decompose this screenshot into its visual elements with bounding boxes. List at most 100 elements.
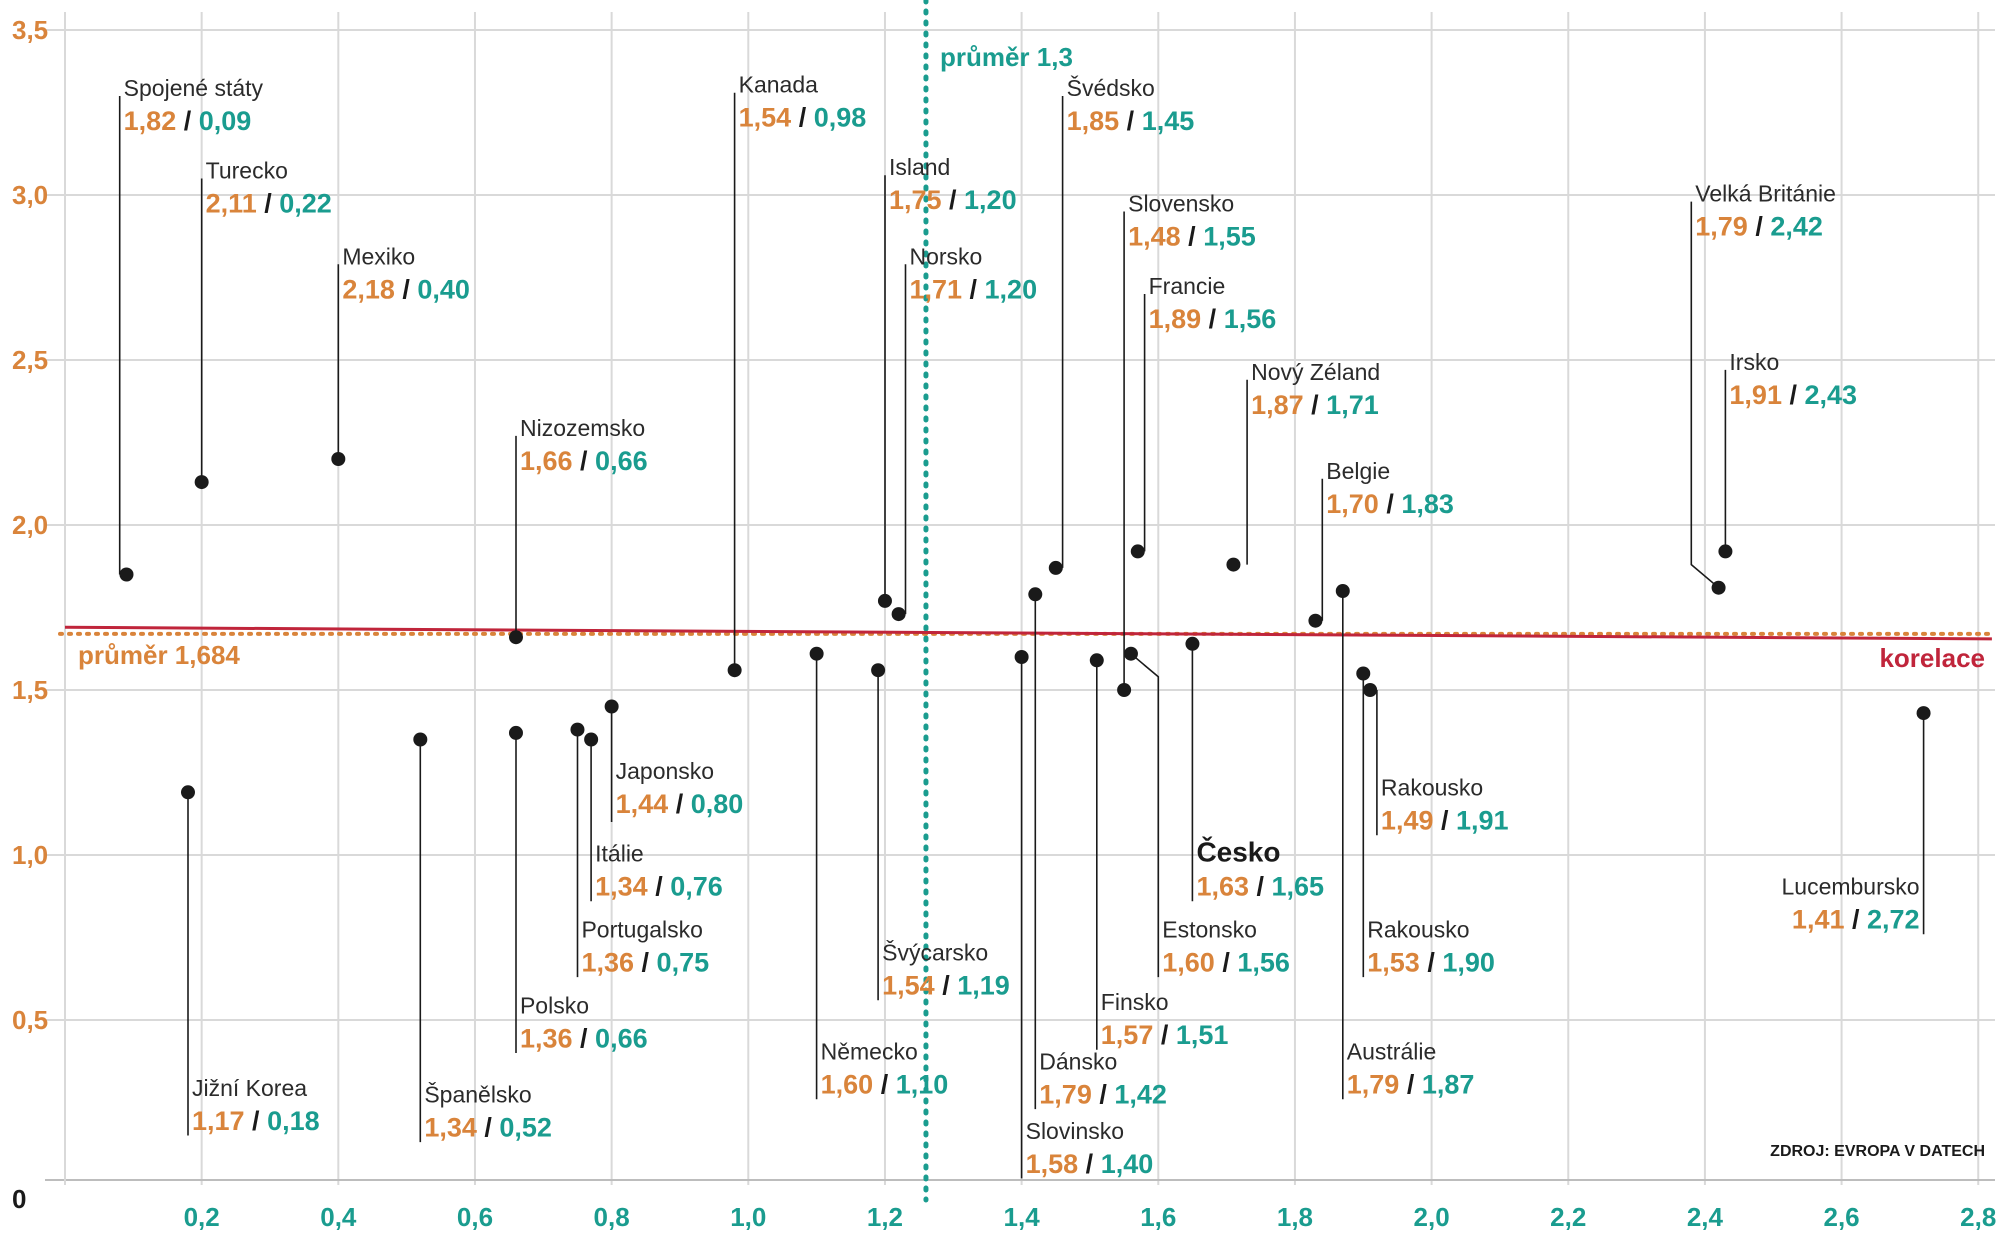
- value-separator: /: [245, 1106, 268, 1136]
- x-mean-label: průměr 1,3: [940, 42, 1073, 72]
- x-value-portugalsko: 0,75: [657, 948, 710, 978]
- value-label-jizni-korea: 1,17 / 0,18: [192, 1106, 320, 1136]
- data-point-turecko: [194, 475, 209, 490]
- y-value-francie: 1,89: [1149, 304, 1202, 334]
- y-mean-label: průměr 1,684: [78, 640, 240, 670]
- y-value-turecko: 2,11: [206, 189, 257, 219]
- value-separator: /: [1153, 1020, 1176, 1050]
- y-tick-label: 0,5: [12, 1005, 48, 1035]
- data-point-jizni-korea: [180, 785, 195, 800]
- x-value-rakousko: 1,90: [1442, 948, 1495, 978]
- x-value-svycarsko: 1,19: [957, 971, 1010, 1001]
- x-value-polsko: 0,66: [595, 1023, 648, 1053]
- country-label-jizni-korea: Jižní Korea: [192, 1075, 307, 1101]
- country-label-rakousko: Rakousko: [1381, 775, 1483, 801]
- x-value-norsko: 1,20: [985, 274, 1038, 304]
- data-point-polsko: [508, 725, 523, 740]
- value-label-polsko: 1,36 / 0,66: [520, 1023, 648, 1053]
- value-label-nemecko: 1,60 / 1,10: [821, 1070, 949, 1100]
- x-tick-label: 0,2: [184, 1202, 220, 1232]
- y-value-belgie: 1,70: [1326, 489, 1379, 519]
- x-tick-label: 0,6: [457, 1202, 493, 1232]
- value-label-finsko: 1,57 / 1,51: [1101, 1020, 1229, 1050]
- data-point-nemecko: [809, 646, 824, 661]
- country-label-kanada: Kanada: [739, 72, 819, 98]
- y-tick-label: 3,0: [12, 180, 48, 210]
- country-label-svedsko: Švédsko: [1067, 74, 1155, 101]
- value-label-dansko: 1,79 / 1,42: [1039, 1080, 1167, 1110]
- x-value-irsko: 2,43: [1804, 380, 1857, 410]
- country-label-nizozemsko: Nizozemsko: [520, 415, 645, 441]
- value-label-irsko: 1,91 / 2,43: [1729, 380, 1857, 410]
- data-point-estonsko: [1123, 646, 1138, 661]
- data-point-portugalsko: [570, 722, 585, 737]
- data-point-slovinsko: [1014, 650, 1029, 664]
- x-tick-label: 2,0: [1414, 1202, 1450, 1232]
- x-value-jizni-korea: 0,18: [267, 1106, 320, 1136]
- y-value-jizni-korea: 1,17: [192, 1106, 245, 1136]
- y-value-mexiko: 2,18: [342, 274, 395, 304]
- value-label-rakousko: 1,53 / 1,90: [1367, 948, 1495, 978]
- value-label-cesko: 1,63 / 1,65: [1196, 872, 1324, 902]
- y-value-slovensko: 1,48: [1128, 222, 1181, 252]
- country-label-svycarsko: Švýcarsko: [882, 939, 988, 966]
- value-separator: /: [257, 189, 280, 219]
- y-value-nizozemsko: 1,66: [520, 446, 573, 476]
- x-value-francie: 1,56: [1224, 304, 1277, 334]
- y-value-kanada: 1,54: [739, 103, 792, 133]
- x-value-dansko: 1,42: [1114, 1080, 1167, 1110]
- data-point-dansko: [1028, 587, 1043, 602]
- country-label-finsko: Finsko: [1101, 989, 1169, 1015]
- value-label-japonsko: 1,44 / 0,80: [616, 789, 744, 819]
- x-value-cesko: 1,65: [1272, 872, 1325, 902]
- country-label-turecko: Turecko: [206, 158, 288, 184]
- value-separator: /: [1078, 1149, 1101, 1179]
- value-label-rakousko: 1,49 / 1,91: [1381, 806, 1509, 836]
- value-separator: /: [791, 103, 814, 133]
- country-label-lucembursko: Lucembursko: [1781, 874, 1919, 900]
- x-value-australie: 1,87: [1422, 1070, 1475, 1100]
- data-point-australie: [1335, 584, 1350, 598]
- value-label-slovinsko: 1,58 / 1,40: [1026, 1149, 1154, 1179]
- value-label-island: 1,75 / 1,20: [889, 185, 1017, 215]
- y-value-portugalsko: 1,36: [581, 948, 634, 978]
- country-label-spojene-staty: Spojené státy: [124, 75, 264, 101]
- data-labels: Spojené státy 1,82 / 0,09 Turecko 2,11 / 0,…: [124, 72, 1920, 1179]
- y-tick-label: 1,0: [12, 840, 48, 870]
- value-label-belgie: 1,70 / 1,83: [1326, 489, 1454, 519]
- y-tick-label: 3,5: [12, 15, 48, 45]
- value-separator: /: [176, 106, 199, 136]
- x-value-spojene-staty: 0,09: [199, 106, 252, 136]
- country-label-japonsko: Japonsko: [616, 758, 714, 784]
- value-label-norsko: 1,71 / 1,20: [909, 274, 1037, 304]
- data-point-lucembursko: [1916, 706, 1931, 721]
- x-value-lucembursko: 2,72: [1867, 905, 1920, 935]
- x-value-estonsko: 1,56: [1237, 948, 1290, 978]
- x-tick-label: 2,4: [1687, 1202, 1724, 1232]
- country-label-francie: Francie: [1149, 273, 1226, 299]
- value-separator: /: [873, 1070, 896, 1100]
- trend-label: korelace: [1879, 643, 1985, 673]
- data-point-spojene-staty: [119, 567, 134, 582]
- axis-ticks: 0,2 0,4 0,6 0,8 1,0 1,2 1,4 1,6 1,8 2,0 2,2 2,4 2,6 2…: [12, 15, 1996, 1232]
- x-tick-label: 1,8: [1277, 1202, 1313, 1232]
- data-point-velka-britanie: [1711, 580, 1726, 595]
- value-separator: /: [1379, 489, 1402, 519]
- x-value-finsko: 1,51: [1176, 1020, 1229, 1050]
- y-value-estonsko: 1,60: [1162, 948, 1215, 978]
- x-value-slovensko: 1,55: [1203, 222, 1256, 252]
- y-value-dansko: 1,79: [1039, 1080, 1092, 1110]
- value-separator: /: [1782, 380, 1805, 410]
- source-note: ZDROJ: EVROPA V DATECH: [1770, 1143, 1985, 1160]
- y-value-japonsko: 1,44: [616, 789, 669, 819]
- value-separator: /: [1215, 948, 1238, 978]
- data-point-svedsko: [1048, 560, 1063, 575]
- value-separator: /: [1119, 106, 1142, 136]
- country-label-nemecko: Německo: [821, 1039, 918, 1065]
- value-separator: /: [1748, 212, 1771, 242]
- country-label-cesko: Česko: [1196, 836, 1280, 868]
- y-value-slovinsko: 1,58: [1026, 1149, 1079, 1179]
- country-label-polsko: Polsko: [520, 992, 589, 1018]
- value-separator: /: [1092, 1080, 1115, 1110]
- y-value-svedsko: 1,85: [1067, 106, 1120, 136]
